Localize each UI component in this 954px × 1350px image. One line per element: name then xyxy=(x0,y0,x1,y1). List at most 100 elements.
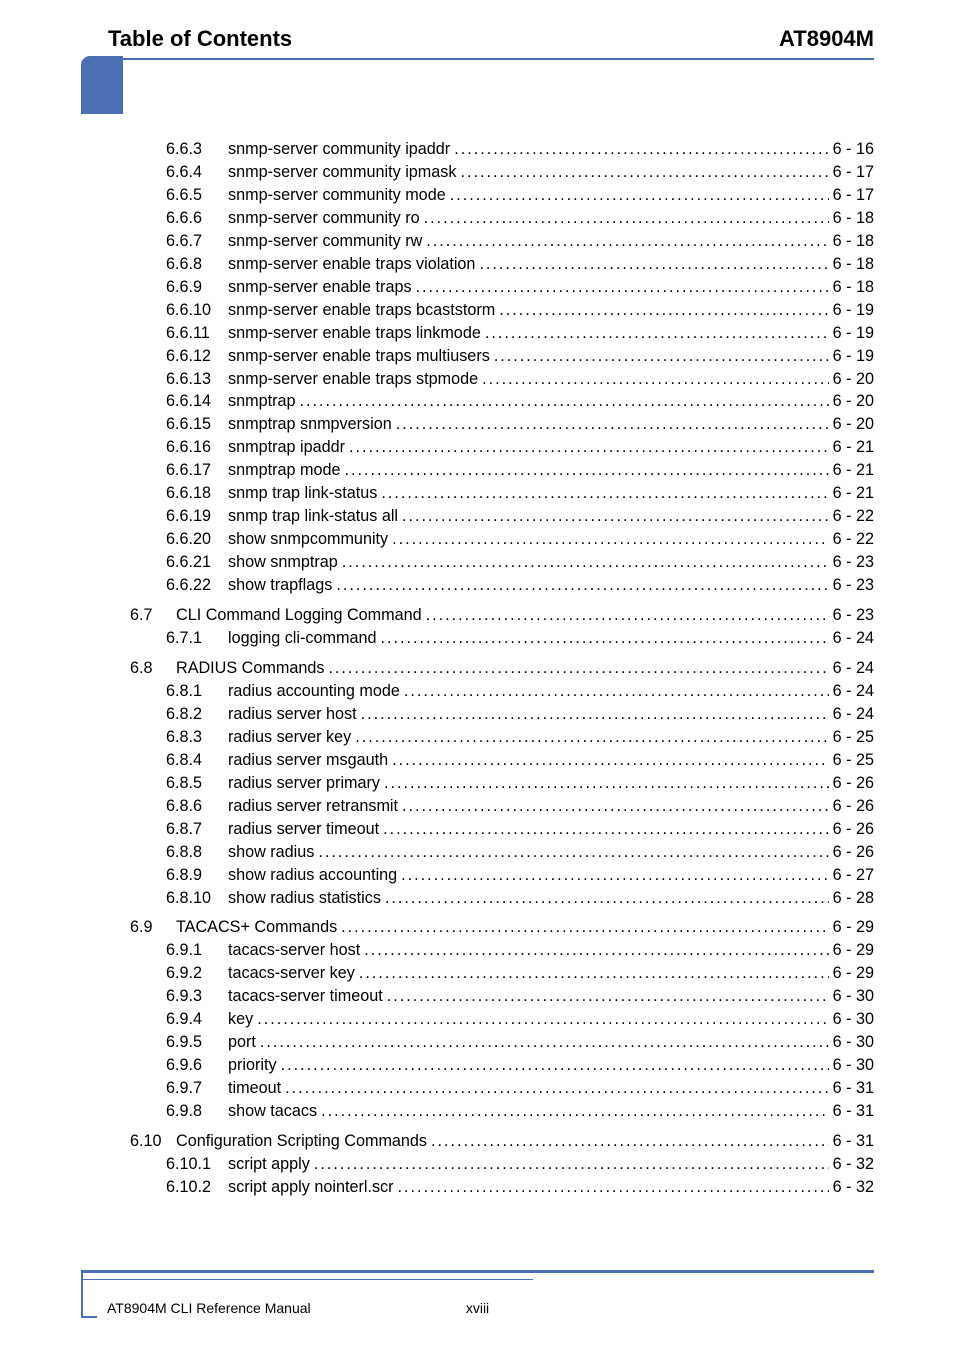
toc-line: 6.6.10snmp-server enable traps bcaststor… xyxy=(108,301,874,321)
toc-line: 6.8.5radius server primary 6 - 26 xyxy=(108,774,874,794)
toc-line: 6.8.1radius accounting mode 6 - 24 xyxy=(108,682,874,702)
toc-line: 6.6.15snmptrap snmpversion 6 - 20 xyxy=(108,415,874,435)
toc-leader-dots xyxy=(336,576,828,596)
toc-line: 6.8.10show radius statistics 6 - 28 xyxy=(108,889,874,909)
toc-section-number: 6.9.8 xyxy=(166,1102,228,1122)
toc-leader-dots xyxy=(398,1178,829,1198)
toc-section-number: 6.6.18 xyxy=(166,484,228,504)
page: Table of Contents AT8904M 6.6.3snmp-serv… xyxy=(0,0,954,1350)
toc-section-title: key xyxy=(228,1010,257,1030)
toc-group-gap xyxy=(108,911,874,918)
toc-section-number: 6.8.1 xyxy=(166,682,228,702)
toc-leader-dots xyxy=(450,186,829,206)
toc-line: 6.6.19snmp trap link-status all 6 - 22 xyxy=(108,507,874,527)
toc-leader-dots xyxy=(281,1056,829,1076)
toc-section-title: timeout xyxy=(228,1079,285,1099)
toc-leader-dots xyxy=(321,1102,829,1122)
toc-line: 6.6.5snmp-server community mode 6 - 17 xyxy=(108,186,874,206)
toc-section-title: radius server primary xyxy=(228,774,384,794)
toc-line: 6.10.2script apply nointerl.scr 6 - 32 xyxy=(108,1178,874,1198)
toc-section-title: tacacs-server key xyxy=(228,964,359,984)
toc-page-ref: 6 - 25 xyxy=(829,751,874,771)
toc-section-number: 6.6.17 xyxy=(166,461,228,481)
toc-leader-dots xyxy=(342,553,829,573)
toc-leader-dots xyxy=(426,606,829,626)
toc-leader-dots xyxy=(355,728,828,748)
toc-group-gap xyxy=(108,652,874,659)
toc-section-number: 6.6.19 xyxy=(166,507,228,527)
toc-line: 6.7.1logging cli-command 6 - 24 xyxy=(108,629,874,649)
header-left-title: Table of Contents xyxy=(108,26,292,52)
toc-page-ref: 6 - 22 xyxy=(829,530,874,550)
toc-line: 6.6.18snmp trap link-status 6 - 21 xyxy=(108,484,874,504)
toc-section-number: 6.6.8 xyxy=(166,255,228,275)
toc-leader-dots xyxy=(381,484,828,504)
footer-text: AT8904M CLI Reference Manual xviii xyxy=(81,1300,874,1316)
toc-leader-dots xyxy=(361,705,829,725)
toc-page-ref: 6 - 30 xyxy=(829,987,874,1007)
toc-page-ref: 6 - 23 xyxy=(829,576,874,596)
toc-section-title: show snmpcommunity xyxy=(228,530,392,550)
toc-page-ref: 6 - 24 xyxy=(829,705,874,725)
toc-line: 6.6.9snmp-server enable traps 6 - 18 xyxy=(108,278,874,298)
toc-section-number: 6.10.2 xyxy=(166,1178,228,1198)
toc-section-title: show radius statistics xyxy=(228,889,385,909)
toc-page-ref: 6 - 28 xyxy=(829,889,874,909)
header-corner-block xyxy=(81,56,123,114)
toc-page-ref: 6 - 30 xyxy=(829,1033,874,1053)
toc-line: 6.6.20show snmpcommunity 6 - 22 xyxy=(108,530,874,550)
toc-section-title: show tacacs xyxy=(228,1102,321,1122)
toc-leader-dots xyxy=(402,797,829,817)
toc-section-number: 6.7.1 xyxy=(166,629,228,649)
toc-line: 6.6.13snmp-server enable traps stpmode 6… xyxy=(108,370,874,390)
toc-page-ref: 6 - 18 xyxy=(829,255,874,275)
toc-page-ref: 6 - 25 xyxy=(829,728,874,748)
footer-left: AT8904M CLI Reference Manual xyxy=(107,1300,311,1316)
toc-section-title: snmp-server enable traps violation xyxy=(228,255,479,275)
toc-section-number: 6.9.4 xyxy=(166,1010,228,1030)
toc-leader-dots xyxy=(387,987,829,1007)
toc-section-title: snmp-server community rw xyxy=(228,232,426,252)
toc-line: 6.8.2radius server host 6 - 24 xyxy=(108,705,874,725)
toc-section-title: RADIUS Commands xyxy=(176,659,328,679)
toc-section-title: CLI Command Logging Command xyxy=(176,606,426,626)
toc-leader-dots xyxy=(494,347,829,367)
toc-section-number: 6.9.1 xyxy=(166,941,228,961)
toc-section-title: snmp trap link-status xyxy=(228,484,381,504)
toc-section-title: script apply nointerl.scr xyxy=(228,1178,398,1198)
toc-section-title: tacacs-server host xyxy=(228,941,364,961)
toc-line: 6.6.7snmp-server community rw 6 - 18 xyxy=(108,232,874,252)
toc-leader-dots xyxy=(454,140,828,160)
toc-section-title: snmp trap link-status all xyxy=(228,507,402,527)
page-footer: AT8904M CLI Reference Manual xviii xyxy=(81,1270,874,1316)
toc-section-number: 6.6.3 xyxy=(166,140,228,160)
toc-page-ref: 6 - 16 xyxy=(829,140,874,160)
toc-leader-dots xyxy=(485,324,829,344)
toc-leader-dots xyxy=(299,392,828,412)
toc-section-number: 6.8.6 xyxy=(166,797,228,817)
toc-leader-dots xyxy=(479,255,828,275)
toc-line: 6.6.3snmp-server community ipaddr 6 - 16 xyxy=(108,140,874,160)
toc-section-title: Configuration Scripting Commands xyxy=(176,1132,431,1152)
toc-page-ref: 6 - 23 xyxy=(829,553,874,573)
toc-leader-dots xyxy=(349,438,829,458)
toc-leader-dots xyxy=(482,370,828,390)
toc-section-title: snmp-server enable traps multiusers xyxy=(228,347,494,367)
toc-section-number: 6.8.8 xyxy=(166,843,228,863)
toc-line: 6.6.11snmp-server enable traps linkmode … xyxy=(108,324,874,344)
toc-page-ref: 6 - 20 xyxy=(829,415,874,435)
toc-page-ref: 6 - 20 xyxy=(829,370,874,390)
toc-page-ref: 6 - 31 xyxy=(829,1132,874,1152)
toc-section-title: snmptrap snmpversion xyxy=(228,415,396,435)
toc-section-title: radius server msgauth xyxy=(228,751,392,771)
toc-leader-dots xyxy=(384,774,829,794)
toc-page-ref: 6 - 18 xyxy=(829,232,874,252)
toc-section-number: 6.8.4 xyxy=(166,751,228,771)
toc-page-ref: 6 - 30 xyxy=(829,1010,874,1030)
toc-leader-dots xyxy=(328,659,828,679)
toc-line: 6.9.2tacacs-server key 6 - 29 xyxy=(108,964,874,984)
toc-page-ref: 6 - 21 xyxy=(829,484,874,504)
toc-page-ref: 6 - 17 xyxy=(829,163,874,183)
toc-page-ref: 6 - 29 xyxy=(829,941,874,961)
toc-leader-dots xyxy=(364,941,828,961)
